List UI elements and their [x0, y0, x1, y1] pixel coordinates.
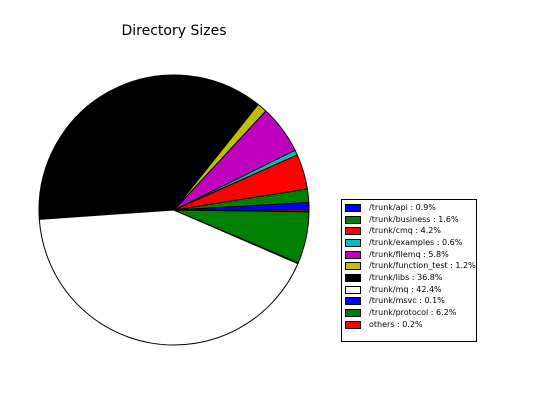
pie-slice-10: [173, 209, 310, 213]
legend: /trunk/api : 0.9% /trunk/business : 1.6% /…: [341, 199, 477, 342]
pie-slice-7: [38, 209, 299, 346]
legend-item-7: /trunk/mq : 42.4%: [345, 284, 476, 296]
legend-item-9: /trunk/protocol : 6.2%: [345, 307, 476, 319]
legend-label-6: /trunk/libs : 36.8%: [369, 272, 443, 282]
legend-swatch-2: [345, 227, 361, 236]
legend-item-3: /trunk/examples : 0.6%: [345, 237, 476, 249]
legend-swatch-10: [345, 320, 361, 329]
legend-item-4: /trunk/filemq : 5.8%: [345, 249, 476, 261]
legend-swatch-9: [345, 309, 361, 318]
legend-label-8: /trunk/msvc : 0.1%: [369, 296, 445, 306]
legend-item-10: others : 0.2%: [345, 319, 476, 331]
legend-swatch-3: [345, 238, 361, 247]
chart-title: Directory Sizes: [121, 23, 227, 39]
legend-label-3: /trunk/examples : 0.6%: [369, 237, 463, 247]
legend-swatch-5: [345, 262, 361, 271]
legend-label-7: /trunk/mq : 42.4%: [369, 284, 442, 294]
legend-label-9: /trunk/protocol : 6.2%: [369, 308, 457, 318]
legend-item-6: /trunk/libs : 36.8%: [345, 272, 476, 284]
legend-label-4: /trunk/filemq : 5.8%: [369, 249, 449, 259]
legend-swatch-8: [345, 297, 361, 306]
legend-item-2: /trunk/cmq : 4.2%: [345, 225, 476, 237]
legend-label-10: others : 0.2%: [369, 319, 423, 329]
legend-swatch-4: [345, 250, 361, 259]
pie-slice-6: [38, 74, 259, 220]
legend-item-8: /trunk/msvc : 0.1%: [345, 296, 476, 308]
legend-swatch-7: [345, 285, 361, 294]
legend-swatch-6: [345, 273, 361, 282]
legend-label-5: /trunk/function_test : 1.2%: [369, 261, 476, 271]
legend-label-0: /trunk/api : 0.9%: [369, 202, 436, 212]
legend-item-5: /trunk/function_test : 1.2%: [345, 260, 476, 272]
legend-item-0: /trunk/api : 0.9%: [345, 202, 476, 214]
legend-item-1: /trunk/business : 1.6%: [345, 214, 476, 226]
legend-swatch-1: [345, 215, 361, 224]
legend-label-2: /trunk/cmq : 4.2%: [369, 226, 441, 236]
legend-swatch-0: [345, 203, 361, 212]
legend-label-1: /trunk/business : 1.6%: [369, 214, 459, 224]
